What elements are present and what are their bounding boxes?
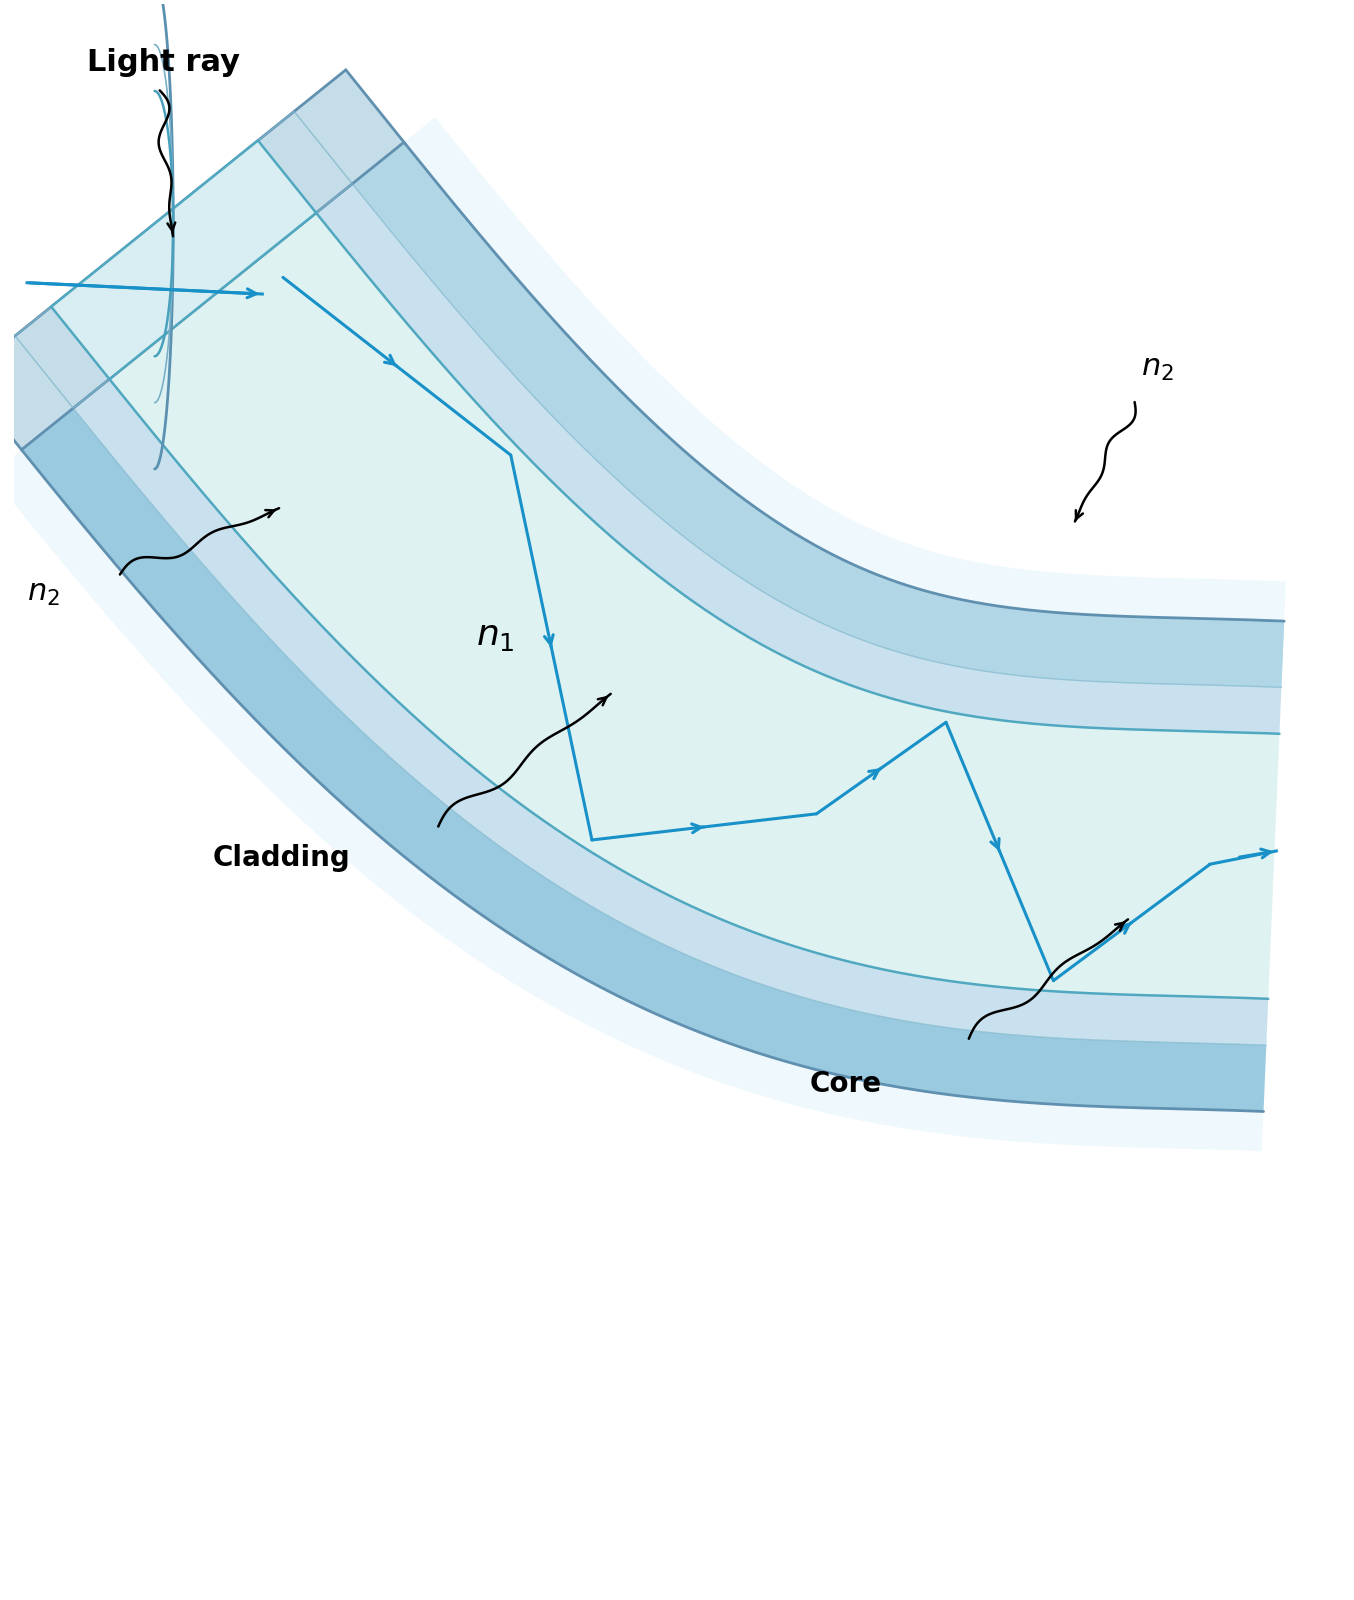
Polygon shape <box>0 450 1263 1152</box>
Text: $n_1$: $n_1$ <box>477 619 515 653</box>
Polygon shape <box>22 408 1266 1112</box>
Polygon shape <box>51 141 315 379</box>
Text: $n_2$: $n_2$ <box>1141 352 1174 382</box>
Polygon shape <box>352 142 1284 688</box>
Polygon shape <box>403 117 1286 621</box>
Text: Core: Core <box>810 1070 881 1098</box>
Text: $n_2$: $n_2$ <box>27 578 60 608</box>
Polygon shape <box>315 184 1281 734</box>
Polygon shape <box>110 213 1280 998</box>
Text: Cladding: Cladding <box>213 845 351 872</box>
Polygon shape <box>0 70 403 450</box>
Polygon shape <box>73 379 1269 1045</box>
Polygon shape <box>352 142 1284 688</box>
Text: Light ray: Light ray <box>87 48 240 77</box>
